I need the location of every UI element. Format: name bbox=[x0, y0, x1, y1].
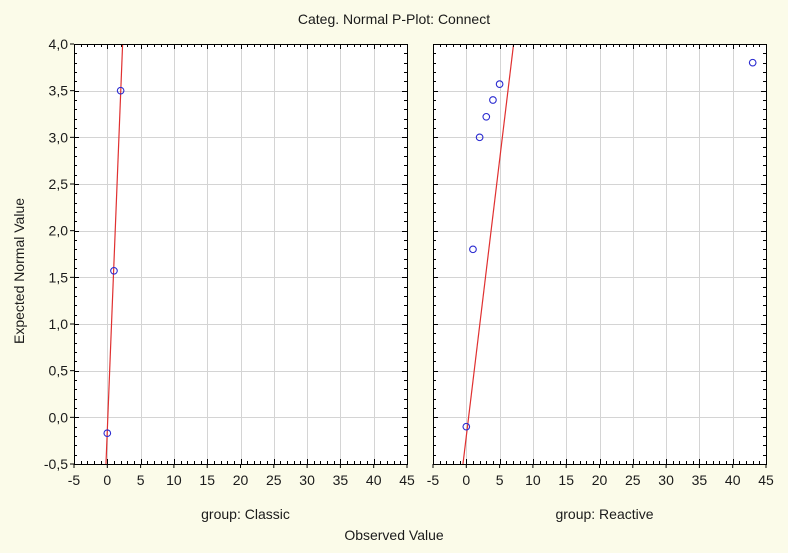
x-tick-label: 35 bbox=[333, 472, 349, 488]
y-tick-label: -0,5 bbox=[44, 456, 68, 472]
panel-1: -5 0 5 10 15 20 25 30 35 40 45 -0,5 0,0 0,5 1,0 1,5 2,0 2… bbox=[44, 36, 415, 522]
x-tick-label: 10 bbox=[166, 472, 182, 488]
x-tick-label: 10 bbox=[525, 472, 541, 488]
x-tick-label: 5 bbox=[496, 472, 504, 488]
panel-2: -5 0 5 10 15 20 25 30 35 40 45 group: Reactive bbox=[427, 44, 774, 522]
data-point-6 bbox=[495, 80, 504, 88]
y-tick-label: 4,0 bbox=[49, 36, 69, 52]
data-point-2 bbox=[110, 266, 118, 275]
y-tick-label: 0,0 bbox=[49, 409, 69, 425]
x-tick-label: 20 bbox=[233, 472, 249, 488]
minor-ticks bbox=[74, 44, 408, 465]
x-axis-label: Observed Value bbox=[344, 527, 444, 543]
y-tick-label: 2,5 bbox=[49, 176, 69, 192]
x-tick-label: 45 bbox=[758, 472, 774, 488]
fit-line bbox=[462, 44, 515, 464]
y-tick-label: 2,0 bbox=[49, 223, 69, 239]
chart-panels: -5 0 5 10 15 20 25 30 35 40 45 -0,5 0,0 0,5 1,0 1,5 2,0 2… bbox=[44, 36, 774, 522]
data-point-4 bbox=[482, 112, 491, 121]
data-point-5 bbox=[489, 96, 497, 104]
panel-label: group: Reactive bbox=[555, 506, 653, 522]
x-tick-label: 15 bbox=[558, 472, 574, 488]
x-tick-label: 45 bbox=[399, 472, 415, 488]
data-point-3 bbox=[116, 86, 125, 95]
data-point-3 bbox=[475, 133, 484, 142]
x-tick-label: -5 bbox=[427, 472, 440, 488]
fit-line bbox=[105, 44, 124, 464]
x-tick-label: 40 bbox=[725, 472, 741, 488]
data-point-7 bbox=[748, 58, 757, 67]
x-tick-label: 25 bbox=[625, 472, 641, 488]
x-tick-label: 30 bbox=[658, 472, 674, 488]
data-point-1 bbox=[103, 429, 112, 438]
y-tick-label: 1,0 bbox=[49, 316, 69, 332]
x-tick-label: 25 bbox=[266, 472, 282, 488]
x-tick-label: 30 bbox=[299, 472, 315, 488]
data-point-2 bbox=[469, 245, 477, 254]
plot-area bbox=[74, 44, 407, 464]
x-tick-label: 35 bbox=[692, 472, 708, 488]
x-tick-label: 40 bbox=[366, 472, 382, 488]
y-tick-label: 3,0 bbox=[49, 129, 69, 145]
y-tick-label: 0,5 bbox=[49, 363, 69, 379]
x-tick-label: 5 bbox=[137, 472, 145, 488]
chart-title: Categ. Normal P-Plot: Connect bbox=[298, 11, 490, 27]
y-axis-label: Expected Normal Value bbox=[11, 198, 27, 344]
x-tick-label: -5 bbox=[68, 472, 81, 488]
plot-area bbox=[433, 44, 766, 464]
data-point-1 bbox=[462, 422, 471, 431]
y-tick-label: 3,5 bbox=[49, 83, 69, 99]
x-tick-label: 15 bbox=[199, 472, 215, 488]
y-tick-label: 1,5 bbox=[49, 269, 69, 285]
x-tick-label: 20 bbox=[592, 472, 608, 488]
x-tick-label: 0 bbox=[462, 472, 470, 488]
x-tick-label: 0 bbox=[103, 472, 111, 488]
panel-label: group: Classic bbox=[201, 506, 290, 522]
